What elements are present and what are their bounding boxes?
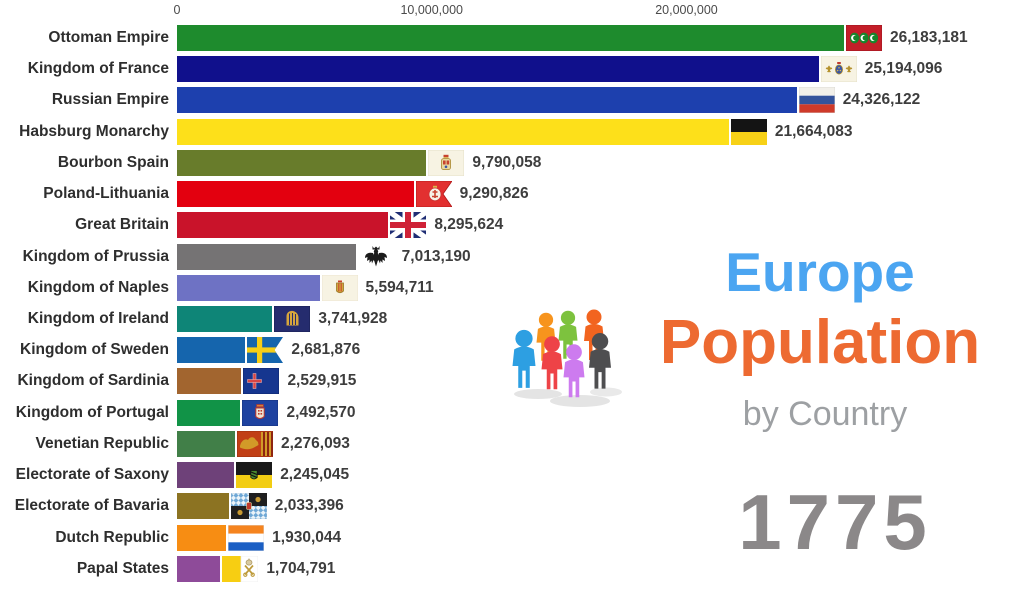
country-label: Kingdom of France: [27, 60, 169, 78]
bar-row: Venetian Republic 2,276,093: [0, 430, 350, 457]
country-label: Kingdom of Sardinia: [17, 372, 169, 390]
population-bar: [177, 25, 844, 51]
country-label: Kingdom of Portugal: [15, 403, 169, 421]
population-bar: [177, 243, 356, 270]
country-label: Kingdom of Naples: [27, 278, 169, 296]
country-label: Electorate of Bavaria: [14, 497, 169, 515]
population-value: 2,492,570: [286, 403, 356, 421]
population-value: 5,594,711: [365, 278, 434, 296]
bar-row: Great Britain 8,295,624: [0, 212, 504, 239]
country-flag-icon: [428, 149, 465, 176]
bar-row: Kingdom of Ireland 3,741,928: [0, 305, 388, 332]
people-group-icon: [512, 309, 622, 407]
population-bar: [177, 181, 414, 208]
population-bar: [177, 118, 729, 145]
country-label: Kingdom of Ireland: [27, 309, 169, 327]
country-flag-icon: [243, 368, 280, 395]
country-flag-icon: [321, 274, 358, 301]
bar-row: Electorate of Saxony 2,245,045: [0, 462, 350, 489]
country-flag-icon: [230, 493, 267, 520]
bar-row: Papal States 1,704,791: [0, 555, 336, 582]
bar-row: Kingdom of Sardinia 2,529,915: [0, 368, 357, 395]
bar-row: Kingdom of Prussia 7,013,190: [0, 243, 471, 270]
bar-row: Kingdom of Portugal 2,492,570: [0, 399, 356, 426]
chart-title-line2: Population: [659, 308, 981, 377]
population-bar: [177, 149, 427, 176]
axis-tick-label: 10,000,000: [400, 3, 464, 17]
country-flag-icon: [236, 462, 273, 489]
country-label: Kingdom of Prussia: [22, 247, 169, 265]
population-bar: [177, 524, 227, 551]
country-label: Habsburg Monarchy: [19, 122, 169, 140]
chart-title-line1: Europe: [725, 241, 915, 303]
population-value: 1,704,791: [266, 559, 336, 577]
population-bar: [177, 462, 235, 489]
population-value: 26,183,181: [890, 29, 968, 46]
axis-tick-label: 20,000,000: [655, 3, 718, 17]
population-value: 21,664,083: [774, 122, 853, 140]
country-flag-icon: [846, 25, 882, 51]
bar-row: Ottoman Empire 26,183,181: [0, 25, 968, 51]
bar-row: Kingdom of Naples 5,594,711: [0, 274, 434, 301]
population-bar: [177, 430, 235, 457]
population-bar: [177, 337, 246, 364]
country-label: Ottoman Empire: [48, 29, 169, 46]
country-label: Poland-Lithuania: [43, 185, 169, 203]
country-flag-icon: [390, 212, 427, 239]
chart-title-line3: by Country: [742, 395, 908, 433]
country-label: Venetian Republic: [35, 434, 169, 452]
population-bar: [177, 493, 229, 520]
population-value: 3,741,928: [318, 309, 388, 327]
country-flag-icon: [242, 399, 279, 426]
bar-row: Bourbon Spain 9,790,058: [0, 149, 542, 176]
population-value: 9,790,058: [472, 153, 542, 171]
axis-tick-label: 0: [173, 3, 181, 17]
population-bar: [177, 87, 797, 114]
country-label: Great Britain: [75, 216, 169, 234]
bar-row: Electorate of Bavaria 2,033,396: [0, 493, 344, 520]
population-bar: [177, 555, 221, 582]
country-flag-icon: [730, 118, 767, 145]
country-flag-icon: [415, 181, 452, 208]
population-bar: [177, 212, 389, 239]
country-label: Bourbon Spain: [57, 153, 169, 171]
country-flag-icon: [228, 524, 265, 551]
population-value: 2,529,915: [287, 372, 357, 390]
bar-row: Poland-Lithuania 9,290,826: [0, 181, 529, 208]
population-value: 25,194,096: [864, 60, 943, 78]
population-value: 7,013,190: [401, 247, 471, 265]
population-value: 24,326,122: [842, 91, 921, 109]
bar-row: Kingdom of France 25,194,096: [0, 56, 943, 83]
country-label: Dutch Republic: [55, 528, 169, 546]
bar-row: Dutch Republic 1,930,044: [0, 524, 342, 551]
country-flag-icon: [247, 337, 284, 364]
population-value: 2,033,396: [274, 497, 344, 515]
country-flag-icon: [236, 430, 273, 457]
country-flag-icon: [798, 87, 835, 114]
bar-row: Habsburg Monarchy 21,664,083: [0, 118, 853, 145]
bar-row: Kingdom of Sweden 2,681,876: [0, 337, 361, 364]
year-label: 1775: [738, 478, 932, 566]
country-flag-icon: [274, 305, 311, 332]
population-bar: [177, 399, 241, 426]
population-value: 9,290,826: [459, 185, 529, 203]
population-value: 8,295,624: [434, 216, 504, 234]
population-bar: [177, 274, 320, 301]
bar-row: Russian Empire 24,326,122: [0, 87, 921, 114]
country-label: Russian Empire: [51, 91, 169, 109]
population-bar: [177, 368, 242, 395]
country-flag-icon: [820, 56, 857, 83]
population-value: 2,681,876: [291, 341, 361, 359]
population-bar: [177, 305, 273, 332]
population-value: 2,276,093: [280, 434, 350, 452]
country-label: Kingdom of Sweden: [20, 341, 169, 359]
country-flag-icon: [222, 555, 259, 582]
country-label: Electorate of Saxony: [15, 466, 169, 484]
country-label: Papal States: [76, 559, 169, 577]
population-value: 2,245,045: [280, 466, 350, 484]
population-bar: [177, 56, 819, 83]
country-flag-icon: [357, 243, 394, 270]
population-value: 1,930,044: [272, 528, 342, 546]
